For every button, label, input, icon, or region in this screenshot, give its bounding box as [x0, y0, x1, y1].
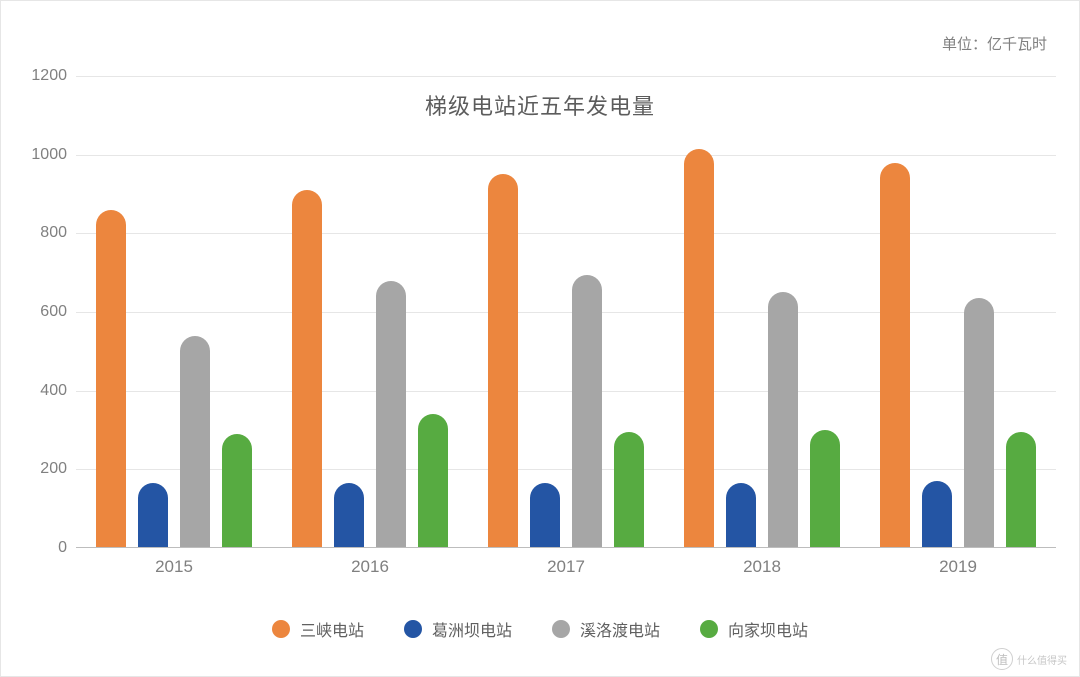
legend-swatch-icon — [552, 620, 570, 638]
watermark: 值 什么值得买 — [991, 648, 1067, 670]
chart-container: 单位：亿千瓦时 梯级电站近五年发电量 020040060080010001200… — [0, 0, 1080, 677]
x-tick-label: 2015 — [155, 557, 193, 577]
watermark-text: 什么值得买 — [1017, 652, 1067, 667]
bar — [1006, 432, 1036, 548]
y-tick-label: 1200 — [7, 67, 67, 85]
bar — [138, 483, 168, 548]
x-tick-label: 2019 — [939, 557, 977, 577]
x-axis-line — [76, 547, 1056, 548]
bar — [488, 174, 518, 548]
legend-label: 向家坝电站 — [728, 617, 808, 641]
x-tick-label: 2017 — [547, 557, 585, 577]
bar — [880, 163, 910, 548]
y-tick-label: 1000 — [7, 146, 67, 164]
plot-area — [76, 76, 1056, 548]
bar — [810, 430, 840, 548]
y-tick-label: 200 — [7, 460, 67, 478]
legend-swatch-icon — [700, 620, 718, 638]
bar — [614, 432, 644, 548]
legend-item: 三峡电站 — [272, 617, 364, 641]
y-tick-label: 600 — [7, 303, 67, 321]
bar — [222, 434, 252, 548]
bar — [96, 210, 126, 548]
bar — [572, 275, 602, 548]
y-tick-label: 400 — [7, 382, 67, 400]
legend: 三峡电站 葛洲坝电站 溪洛渡电站 向家坝电站 — [1, 617, 1079, 641]
watermark-badge-icon: 值 — [991, 648, 1013, 670]
bar — [530, 483, 560, 548]
legend-label: 三峡电站 — [300, 617, 364, 641]
bars-layer — [76, 76, 1056, 548]
y-tick-label: 800 — [7, 224, 67, 242]
legend-label: 溪洛渡电站 — [580, 617, 660, 641]
bar — [334, 483, 364, 548]
legend-item: 向家坝电站 — [700, 617, 808, 641]
bar — [726, 483, 756, 548]
legend-item: 溪洛渡电站 — [552, 617, 660, 641]
x-tick-label: 2018 — [743, 557, 781, 577]
legend-swatch-icon — [404, 620, 422, 638]
bar — [418, 414, 448, 548]
bar — [180, 336, 210, 548]
x-tick-label: 2016 — [351, 557, 389, 577]
unit-label: 单位：亿千瓦时 — [942, 33, 1047, 54]
legend-swatch-icon — [272, 620, 290, 638]
bar — [684, 149, 714, 548]
bar — [922, 481, 952, 548]
y-tick-label: 0 — [7, 539, 67, 557]
bar — [292, 190, 322, 548]
bar — [768, 292, 798, 548]
legend-label: 葛洲坝电站 — [432, 617, 512, 641]
bar — [376, 281, 406, 548]
bar — [964, 298, 994, 548]
legend-item: 葛洲坝电站 — [404, 617, 512, 641]
